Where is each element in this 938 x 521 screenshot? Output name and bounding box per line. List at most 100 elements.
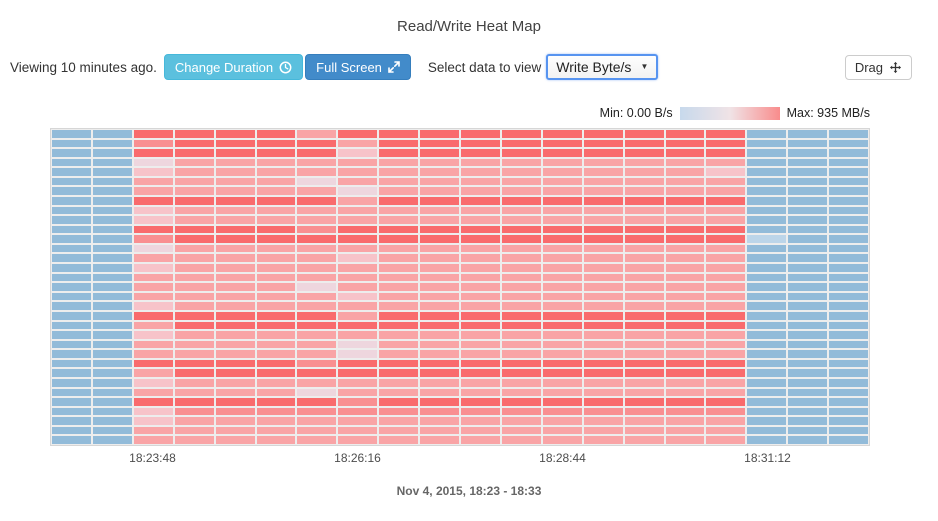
heatmap-cell[interactable] [788,273,828,282]
heatmap-cell[interactable] [92,158,132,167]
heatmap-cell[interactable] [256,388,296,397]
heatmap-cell[interactable] [379,359,419,368]
heatmap-cell[interactable] [338,407,378,416]
heatmap-cell[interactable] [174,350,214,358]
heatmap-cell[interactable] [706,216,746,224]
heatmap-cell[interactable] [215,216,255,224]
heatmap-cell[interactable] [297,254,337,263]
heatmap-cell[interactable] [297,331,337,339]
heatmap-cell[interactable] [338,177,378,186]
heatmap-cell[interactable] [174,378,214,387]
heatmap-cell[interactable] [624,139,664,148]
heatmap-cell[interactable] [665,311,705,320]
heatmap-cell[interactable] [706,168,746,176]
heatmap-cell[interactable] [420,321,459,330]
heatmap-cell[interactable] [788,417,828,425]
heatmap-cell[interactable] [297,369,337,377]
heatmap-cell[interactable] [420,350,459,358]
heatmap-cell[interactable] [215,244,255,253]
heatmap-cell[interactable] [706,158,746,167]
heatmap-cell[interactable] [297,321,337,330]
heatmap-cell[interactable] [297,197,337,205]
heatmap-cell[interactable] [583,331,623,339]
heatmap-cell[interactable] [92,264,132,272]
heatmap-cell[interactable] [461,331,500,339]
heatmap-cell[interactable] [583,225,623,234]
heatmap-cell[interactable] [52,235,91,243]
heatmap-cell[interactable] [461,158,500,167]
heatmap-cell[interactable] [788,350,828,358]
heatmap-cell[interactable] [379,283,419,291]
heatmap-cell[interactable] [297,426,337,435]
heatmap-cell[interactable] [788,292,828,301]
heatmap-cell[interactable] [52,311,91,320]
heatmap-cell[interactable] [379,244,419,253]
heatmap-cell[interactable] [215,206,255,215]
heatmap-cell[interactable] [542,426,582,435]
heatmap-cell[interactable] [542,168,582,176]
heatmap-cell[interactable] [297,292,337,301]
heatmap-cell[interactable] [501,340,541,349]
heatmap-cell[interactable] [542,273,582,282]
heatmap-cell[interactable] [52,302,91,310]
heatmap-cell[interactable] [665,225,705,234]
heatmap-cell[interactable] [747,283,787,291]
heatmap-cell[interactable] [461,216,500,224]
heatmap-cell[interactable] [215,197,255,205]
heatmap-cell[interactable] [256,378,296,387]
heatmap-cell[interactable] [338,225,378,234]
heatmap-cell[interactable] [788,158,828,167]
heatmap-cell[interactable] [461,369,500,377]
heatmap-cell[interactable] [583,321,623,330]
heatmap-cell[interactable] [706,283,746,291]
change-duration-button[interactable]: Change Duration [163,54,304,80]
heatmap-cell[interactable] [338,388,378,397]
heatmap-cell[interactable] [92,359,132,368]
heatmap-cell[interactable] [747,292,787,301]
heatmap-cell[interactable] [420,187,459,196]
heatmap-cell[interactable] [542,206,582,215]
heatmap-cell[interactable] [747,254,787,263]
heatmap-cell[interactable] [501,407,541,416]
heatmap-cell[interactable] [215,436,255,444]
heatmap-cell[interactable] [297,436,337,444]
heatmap-cell[interactable] [420,292,459,301]
heatmap-cell[interactable] [788,378,828,387]
heatmap-cell[interactable] [747,311,787,320]
heatmap-cell[interactable] [92,187,132,196]
heatmap-cell[interactable] [501,302,541,310]
heatmap-cell[interactable] [297,407,337,416]
heatmap-cell[interactable] [747,216,787,224]
heatmap-cell[interactable] [379,350,419,358]
heatmap-cell[interactable] [420,436,459,444]
heatmap-cell[interactable] [665,158,705,167]
heatmap-cell[interactable] [665,149,705,157]
heatmap-cell[interactable] [92,244,132,253]
heatmap-cell[interactable] [215,149,255,157]
heatmap-cell[interactable] [256,235,296,243]
heatmap-cell[interactable] [92,254,132,263]
heatmap-cell[interactable] [829,302,868,310]
heatmap-cell[interactable] [706,378,746,387]
heatmap-cell[interactable] [461,197,500,205]
heatmap-cell[interactable] [215,311,255,320]
heatmap-cell[interactable] [174,197,214,205]
heatmap-cell[interactable] [624,177,664,186]
heatmap-cell[interactable] [215,225,255,234]
heatmap-cell[interactable] [420,130,459,138]
heatmap-cell[interactable] [747,197,787,205]
heatmap-cell[interactable] [829,311,868,320]
heatmap-cell[interactable] [256,244,296,253]
heatmap-cell[interactable] [788,398,828,406]
heatmap-cell[interactable] [706,235,746,243]
heatmap-cell[interactable] [542,130,582,138]
heatmap-cell[interactable] [133,340,173,349]
heatmap-cell[interactable] [665,398,705,406]
heatmap-cell[interactable] [420,139,459,148]
heatmap-cell[interactable] [52,130,91,138]
heatmap-cell[interactable] [420,340,459,349]
heatmap-cell[interactable] [624,302,664,310]
heatmap-cell[interactable] [215,168,255,176]
heatmap-cell[interactable] [665,321,705,330]
heatmap-cell[interactable] [92,350,132,358]
